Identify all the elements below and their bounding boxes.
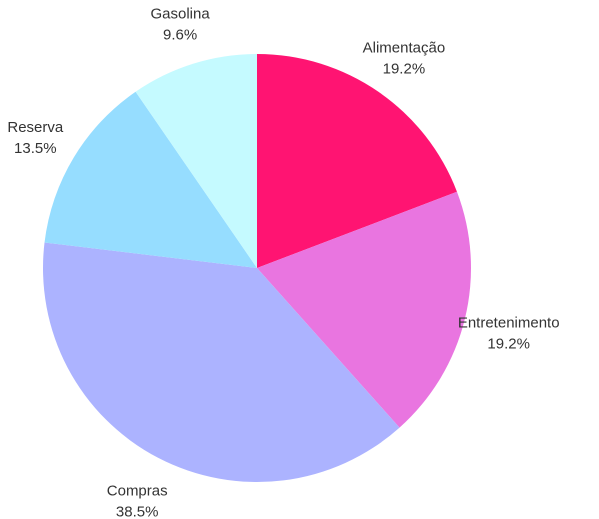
slice-value-entretenimento: 19.2%: [487, 335, 530, 352]
slice-label-entretenimento: Entretenimento: [458, 314, 560, 331]
slice-label-reserva: Reserva: [7, 119, 64, 136]
pie-slices: [42, 53, 472, 483]
pie-slice-entretenimento: [257, 191, 472, 428]
slice-label-gasolina: Gasolina: [150, 6, 210, 23]
pie-slice-reserva: [44, 91, 257, 268]
slice-value-alimentacao: 19.2%: [383, 61, 426, 78]
pie-slice-gasolina: [135, 54, 257, 268]
slice-value-compras: 38.5%: [116, 504, 159, 519]
pie-slice-compras: [42, 242, 400, 483]
pie-slice-alimentacao: [257, 53, 457, 268]
pie-labels: Alimentação 19.2% Entretenimento 19.2% Compr…: [7, 6, 559, 519]
slice-label-compras: Compras: [107, 483, 168, 500]
slice-label-alimentacao: Alimentação: [363, 40, 446, 57]
slice-value-reserva: 13.5%: [14, 140, 57, 157]
slice-value-gasolina: 9.6%: [163, 27, 197, 44]
